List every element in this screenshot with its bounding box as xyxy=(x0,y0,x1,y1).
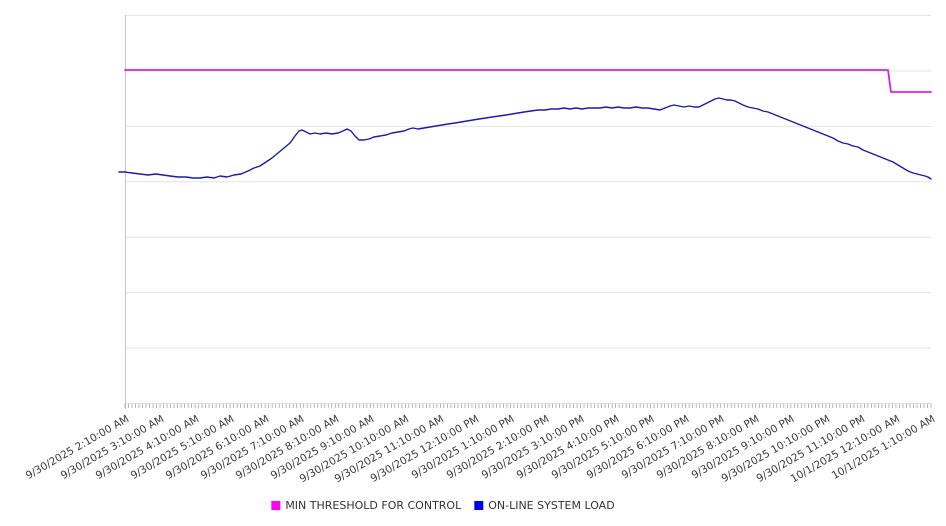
series-line-online-system-load xyxy=(118,97,932,180)
series-line-min-threshold xyxy=(124,69,932,93)
legend-item-online-system-load[interactable]: ON-LINE SYSTEM LOAD xyxy=(474,499,615,512)
legend-item-min-threshold[interactable]: MIN THRESHOLD FOR CONTROL xyxy=(271,499,461,512)
legend-label-online-system-load: ON-LINE SYSTEM LOAD xyxy=(488,499,615,512)
legend-swatch-online-system-load-icon xyxy=(474,501,484,510)
legend: MIN THRESHOLD FOR CONTROL ON-LINE SYSTEM… xyxy=(271,499,615,512)
legend-swatch-min-threshold-icon xyxy=(271,501,281,510)
legend-label-min-threshold: MIN THRESHOLD FOR CONTROL xyxy=(285,499,462,512)
